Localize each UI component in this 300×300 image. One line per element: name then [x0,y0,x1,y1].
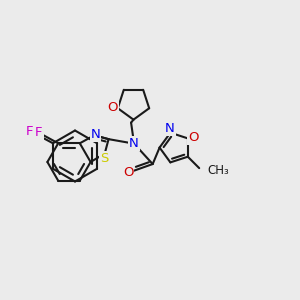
Text: O: O [188,131,199,144]
Text: O: O [107,101,118,114]
Text: F: F [35,126,43,139]
Text: N: N [165,122,175,135]
Text: O: O [123,166,133,178]
Text: N: N [91,128,100,141]
Text: S: S [100,152,109,165]
Text: N: N [129,137,139,150]
Text: CH₃: CH₃ [208,164,230,177]
Text: F: F [26,125,34,138]
